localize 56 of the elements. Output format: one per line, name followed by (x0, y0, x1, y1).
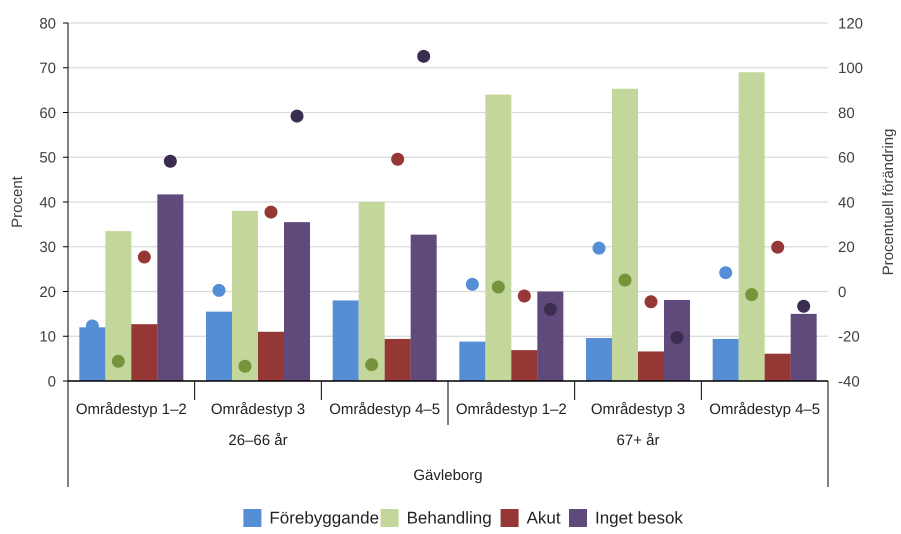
legend-label: Behandling (406, 508, 492, 528)
y2-tick-label: 0 (838, 284, 846, 301)
bar (232, 210, 258, 381)
y-tick-label: 50 (39, 150, 56, 166)
y-tick-label: 10 (39, 328, 56, 346)
legend-label: Akut (526, 508, 561, 528)
y-tick-label: 80 (39, 15, 56, 32)
y2-tick-label: 100 (838, 60, 864, 77)
text: 26–66 år (228, 432, 288, 449)
bar (459, 342, 486, 381)
y-tick-label: 70 (39, 60, 56, 77)
y-tick-label: 0 (48, 373, 56, 390)
y2-tick-label: -20 (838, 328, 860, 346)
bar (157, 194, 184, 381)
bar (511, 350, 538, 381)
y-axis-title: Procent (9, 175, 26, 228)
bar (664, 300, 690, 381)
y-tick-label: 60 (39, 104, 56, 122)
y2-tick-label: 60 (838, 150, 855, 166)
x-tick-label: Områdestyp 3 (210, 401, 306, 418)
bar (384, 338, 411, 381)
bar (764, 354, 791, 381)
y2-tick-label: 80 (838, 104, 855, 122)
bar (105, 231, 132, 381)
y-tick-label: 20 (39, 284, 56, 301)
bar (358, 202, 385, 381)
bar (638, 351, 664, 381)
x-tick-label: Områdestyp 1–2 (76, 401, 187, 418)
bar (712, 338, 739, 381)
y-tick-label: 30 (39, 239, 56, 256)
y-tick-label: 40 (39, 194, 56, 212)
y2-tick-label: -40 (838, 373, 860, 390)
y2-tick-label: 40 (838, 194, 855, 212)
legend-label: Inget besok (595, 508, 684, 528)
bar (131, 324, 158, 381)
bar (485, 94, 512, 381)
bar (284, 222, 310, 381)
bar (612, 88, 638, 381)
y2-tick-label: 120 (838, 15, 864, 32)
bar (258, 332, 284, 381)
bar (537, 292, 564, 381)
x-tick-label: Områdestyp 1–2 (456, 401, 567, 418)
y2-axis-title: Procentuell förändring (880, 128, 897, 276)
bar (410, 234, 437, 381)
text: 67+ år (616, 432, 660, 449)
x-tick-label: Områdestyp 3 (590, 401, 686, 418)
bar (738, 72, 765, 381)
y2-tick-label: 20 (838, 239, 855, 256)
x-tick-label: Områdestyp 4–5 (329, 401, 440, 418)
legend-label: Förebyggande (269, 508, 380, 528)
bar (586, 338, 612, 381)
text: Gävleborg (413, 467, 483, 484)
x-tick-label: Områdestyp 4–5 (709, 401, 820, 418)
bar (790, 314, 817, 381)
bar (206, 312, 232, 381)
bar (332, 300, 359, 381)
